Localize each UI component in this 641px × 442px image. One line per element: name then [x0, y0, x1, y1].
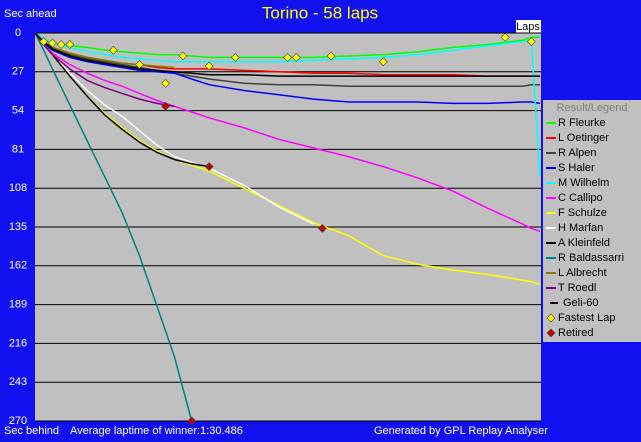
- series-line: [34, 32, 193, 422]
- legend-box: [543, 100, 641, 342]
- legend-label: R Fleurke: [558, 117, 606, 129]
- marker: [317, 224, 327, 233]
- marker: [187, 416, 197, 426]
- legend-label: Geli-60: [563, 297, 598, 309]
- y-tick-label: 108: [9, 182, 27, 194]
- legend-title: Result/Legend: [557, 102, 628, 114]
- y-tick-label: 162: [9, 260, 27, 272]
- marker: [326, 51, 336, 61]
- legend-label: A Kleinfeld: [558, 237, 610, 249]
- marker: [500, 32, 510, 42]
- y-tick-label: 27: [12, 66, 24, 78]
- legend-label: R Baldassarri: [558, 252, 624, 264]
- note: Average laptime of winner:1:30.486: [70, 425, 243, 437]
- marker: [204, 61, 214, 71]
- credit: Generated by GPL Replay Analyser: [374, 425, 548, 437]
- y-tick-label: 216: [9, 337, 27, 349]
- series-line: [34, 32, 540, 87]
- series-line: [34, 32, 540, 77]
- marker: [526, 37, 536, 47]
- y-label-bottom: Sec behind: [4, 425, 59, 437]
- marker: [65, 40, 75, 49]
- y-tick-label: 0: [15, 27, 21, 39]
- legend-marker: [546, 328, 556, 338]
- marker: [39, 37, 49, 47]
- legend-label: L Albrecht: [558, 267, 607, 279]
- x-label: Laps: [516, 21, 540, 33]
- y-label: Sec ahead: [4, 8, 57, 20]
- y-tick-label: 135: [9, 221, 27, 233]
- series-line: [34, 32, 175, 108]
- legend-label: L Oetinger: [558, 132, 609, 144]
- marker: [283, 53, 292, 62]
- chart-title: Torino - 58 laps: [262, 3, 378, 22]
- y-tick-label: 189: [9, 299, 27, 311]
- legend-label: Fastest Lap: [558, 312, 615, 324]
- legend-label: H Marfan: [558, 222, 603, 234]
- legend-label: F Schulze: [558, 207, 607, 219]
- series-line: [34, 32, 541, 105]
- y-tick-label: 243: [9, 376, 27, 388]
- marker: [56, 40, 66, 49]
- marker: [161, 78, 171, 88]
- marker: [161, 101, 171, 111]
- marker: [378, 57, 388, 67]
- legend-marker: [546, 313, 556, 323]
- series-line: [34, 32, 540, 59]
- legend-label: Retired: [558, 327, 593, 339]
- marker: [204, 162, 214, 172]
- marker: [108, 45, 118, 55]
- marker: [135, 60, 144, 70]
- marker: [178, 51, 188, 61]
- y-tick-label: 81: [12, 143, 24, 155]
- marker: [47, 38, 57, 48]
- legend-label: R Alpen: [558, 147, 597, 159]
- series-line: [34, 32, 541, 233]
- legend-label: T Roedl: [558, 282, 596, 294]
- legend-label: C Callipo: [558, 192, 603, 204]
- x-label-box: [516, 20, 541, 33]
- marker: [230, 53, 240, 62]
- y-tick-label: 54: [12, 105, 24, 117]
- legend-label: M Wilhelm: [558, 177, 609, 189]
- legend-label: S Haler: [558, 162, 595, 174]
- marker: [291, 53, 301, 62]
- y-tick-label: 270: [9, 415, 27, 427]
